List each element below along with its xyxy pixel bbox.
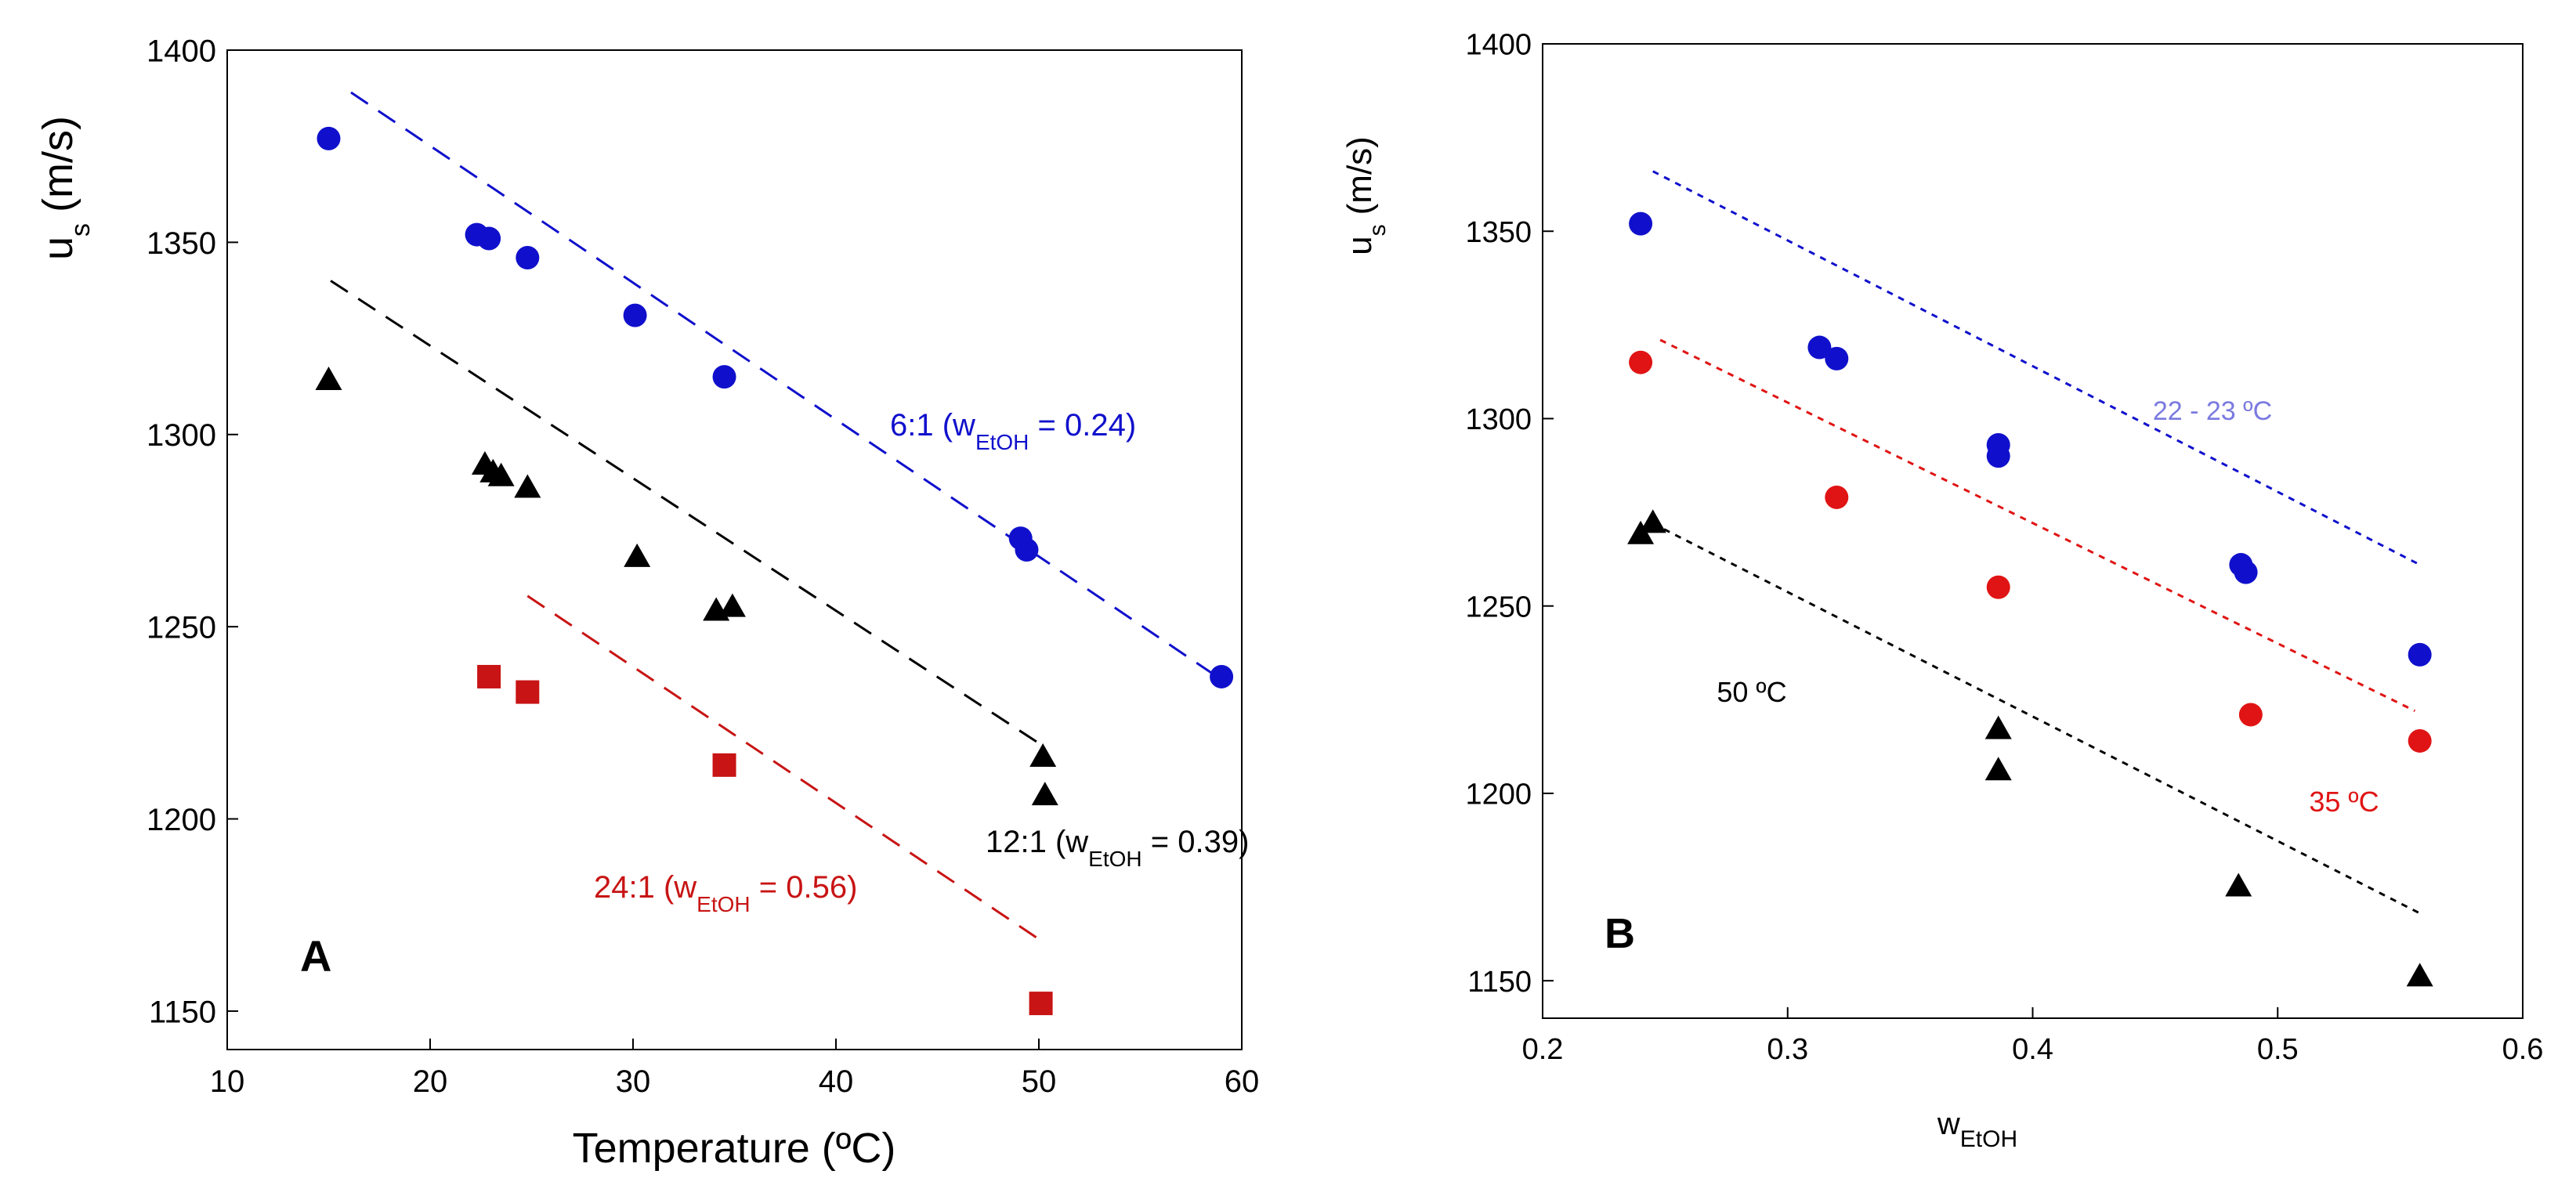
fit-line-35-c <box>1659 338 2416 713</box>
x-tick-label: 60 <box>1225 1064 1260 1099</box>
x-tick-label: 10 <box>210 1064 245 1099</box>
fit-lines-b <box>1652 170 2421 915</box>
x-tick-label: 0.3 <box>1767 1033 1808 1066</box>
fit-line-12-1 <box>330 280 1044 747</box>
x-tick-label: 20 <box>413 1064 448 1099</box>
data-point-35-c <box>2408 728 2432 753</box>
data-point-22-23-c <box>1986 444 2010 468</box>
x-tick-label: 0.2 <box>1522 1033 1564 1066</box>
data-point-50-c <box>1984 715 2012 739</box>
data-point-22-23-c <box>1825 346 1849 370</box>
x-tick-label: 0.6 <box>2502 1033 2544 1066</box>
series-label-35c: 35 ºC <box>2309 786 2379 818</box>
chart-b: 0.2 0.3 0.4 0.5 0.6115012001250130013501400 … <box>1340 29 2543 1152</box>
data-point-35-c <box>2238 703 2263 727</box>
data-point-24-1 <box>516 680 540 704</box>
plot-frame-a <box>226 49 1243 1050</box>
fit-line-24-1 <box>526 594 1044 943</box>
y-tick-label: 1250 <box>1465 591 1532 623</box>
data-point-22-23-c <box>1807 335 1832 360</box>
y-tick-label: 1300 <box>147 418 216 453</box>
series-label-22-23c: 22 - 23 ºC <box>2153 396 2272 426</box>
data-point-22-23-c <box>1629 211 1653 236</box>
data-points-b <box>1627 211 2433 987</box>
data-point-6-1 <box>712 365 736 389</box>
panel-label-b: B <box>1605 910 1635 957</box>
y-tick-label: 1200 <box>147 803 216 837</box>
data-point-12-1 <box>1029 743 1057 768</box>
x-tick-label: 30 <box>616 1064 651 1099</box>
fit-lines-a <box>330 91 1212 943</box>
data-point-12-1 <box>1031 782 1058 806</box>
x-tick-label: 0.5 <box>2257 1033 2299 1066</box>
y-tick-label: 1150 <box>149 995 216 1029</box>
data-point-35-c <box>1629 350 1653 374</box>
y-tick-label: 1400 <box>147 34 216 68</box>
x-axis-label-a: Temperature (ºC) <box>573 1125 896 1172</box>
data-point-50-c <box>2225 873 2252 897</box>
y-axis-label-a: us(m/s) <box>34 116 96 260</box>
data-point-6-1 <box>623 303 647 327</box>
data-point-6-1 <box>317 126 341 150</box>
axis-ticks-a: 10 20 30 40 50 60 1150 1200 1250 1300 1350 1400 <box>147 34 1259 1099</box>
series-label-50c: 50 ºC <box>1717 676 1786 708</box>
data-point-35-c <box>1825 485 1849 509</box>
data-point-35-c <box>1986 575 2010 599</box>
x-tick-label: 40 <box>819 1064 854 1099</box>
data-point-6-1 <box>477 226 501 251</box>
series-label-6-1: 6:1 (wEtOH = 0.24) <box>890 408 1136 454</box>
data-point-22-23-c <box>2234 560 2258 584</box>
series-label-12-1: 12:1 (wEtOH = 0.39) <box>986 825 1249 871</box>
data-point-24-1 <box>1029 992 1053 1016</box>
data-point-24-1 <box>477 664 501 688</box>
y-tick-label: 1400 <box>1465 29 1532 62</box>
data-points-a <box>315 126 1234 1016</box>
svg-text:us(m/s): us(m/s) <box>34 116 96 260</box>
data-point-22-23-c <box>2408 642 2432 667</box>
chart-a: 10 20 30 40 50 60 1150 1200 1250 1300 1350 1400 Tem… <box>34 34 1259 1172</box>
axis-ticks-b: 0.2 0.3 0.4 0.5 0.6 1150 1200 1250 1300 1350 1400 <box>1465 29 2543 1066</box>
fit-line-6-1 <box>350 91 1212 674</box>
x-tick-label: 0.4 <box>2012 1033 2053 1066</box>
data-point-12-1 <box>514 474 541 498</box>
svg-text:us(m/s): us(m/s) <box>1340 136 1391 255</box>
y-tick-label: 1300 <box>1465 403 1532 436</box>
data-point-50-c <box>1984 757 2012 781</box>
y-tick-label: 1350 <box>1465 216 1532 249</box>
x-axis-label-b: wEtOH <box>1937 1107 2017 1152</box>
data-point-6-1 <box>1210 664 1234 688</box>
series-label-24-1: 24:1 (wEtOH = 0.56) <box>594 870 857 916</box>
data-point-12-1 <box>624 543 651 567</box>
data-point-24-1 <box>712 753 736 777</box>
panel-label-a: A <box>300 931 331 981</box>
fit-line-50-c <box>1652 522 2421 915</box>
data-point-12-1 <box>718 593 746 617</box>
y-tick-label: 1250 <box>147 611 216 645</box>
data-point-6-1 <box>1015 538 1039 562</box>
data-point-12-1 <box>315 367 342 391</box>
x-tick-label: 50 <box>1022 1064 1057 1099</box>
data-point-12-1 <box>487 462 515 486</box>
y-tick-label: 1200 <box>1465 779 1532 811</box>
y-tick-label: 1350 <box>147 226 216 261</box>
data-point-50-c <box>1639 509 1666 533</box>
fit-line-22-23-c <box>1652 170 2421 566</box>
y-tick-label: 1150 <box>1467 966 1532 999</box>
data-point-6-1 <box>516 246 540 270</box>
data-point-50-c <box>2406 963 2433 987</box>
y-axis-label-b: us(m/s) <box>1340 136 1391 255</box>
